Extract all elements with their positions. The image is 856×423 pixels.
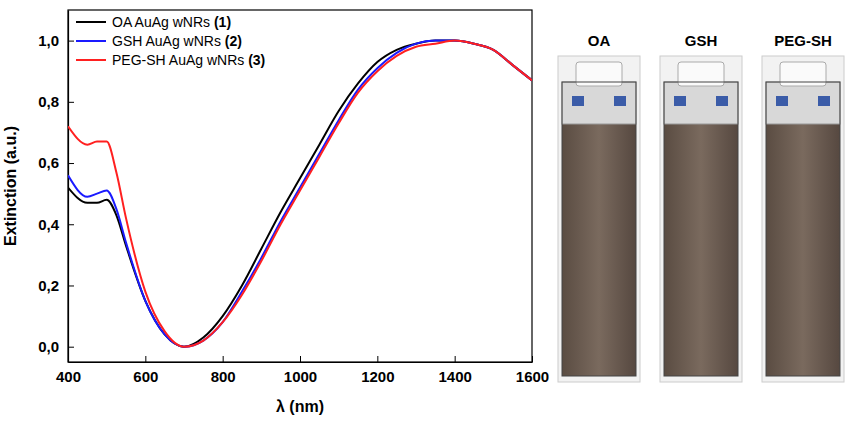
y-tick-mark [68, 41, 74, 42]
x-tick: 800 [211, 356, 236, 385]
y-tick-label: 0,2 [38, 277, 59, 294]
cuvette-outline [766, 82, 840, 376]
series-line [68, 41, 532, 347]
legend-swatch [76, 40, 106, 42]
legend-swatch [76, 21, 106, 23]
series-line [68, 41, 532, 347]
cuvette-outline [664, 82, 738, 376]
y-tick-mark [68, 224, 74, 225]
x-tick-label: 800 [211, 368, 236, 385]
x-tick-label: 600 [133, 368, 158, 385]
y-tick: 0,2 [38, 277, 74, 294]
legend: OA AuAg wNRs (1) GSH AuAg wNRs (2) PEG-SH … [76, 14, 265, 68]
y-tick-label: 0,0 [38, 338, 59, 355]
x-tick-mark [532, 356, 533, 362]
legend-label: PEG-SH AuAg wNRs (3) [112, 52, 265, 68]
x-tick-label: 1200 [361, 368, 394, 385]
cuvette-photo [660, 56, 742, 382]
figure: 400 600 800 1000 1200 1400 1600 0,0 0,2 0,4 0,6 0,8… [0, 0, 856, 423]
cuvette-mark [716, 96, 728, 106]
cuvette-liquid [766, 122, 840, 376]
y-tick: 0,4 [38, 216, 74, 233]
cuvette-mark [674, 96, 686, 106]
cuvette-mark [572, 96, 584, 106]
x-tick-label: 1600 [516, 368, 549, 385]
cuvette-neck [664, 82, 738, 124]
y-axis-line [68, 11, 69, 363]
x-axis-title: λ (nm) [276, 398, 324, 415]
y-tick-mark [68, 347, 74, 348]
y-tick: 0,6 [38, 154, 74, 171]
photo-background [762, 56, 844, 382]
cuvette-neck [562, 82, 636, 124]
cuvette-mark [614, 96, 626, 106]
photo-background [558, 56, 640, 382]
series-line [68, 41, 532, 347]
x-tick-label: 400 [56, 368, 81, 385]
x-tick-mark [300, 356, 301, 362]
lines [68, 41, 532, 347]
y-tick-label: 0,6 [38, 154, 59, 171]
legend-label: GSH AuAg wNRs (2) [112, 33, 242, 49]
y-tick-label: 0,8 [38, 93, 59, 110]
y-axis: 0,0 0,2 0,4 0,6 0,8 1,0 [38, 11, 74, 363]
x-tick-mark [145, 356, 146, 362]
legend-item: GSH AuAg wNRs (2) [76, 33, 242, 49]
x-tick: 1400 [438, 356, 471, 385]
x-tick-label: 1000 [284, 368, 317, 385]
cuvette-liquid [562, 122, 636, 376]
x-axis: 400 600 800 1000 1200 1400 1600 [56, 356, 549, 385]
x-tick-mark [223, 356, 224, 362]
x-tick: 1200 [361, 356, 394, 385]
y-tick-mark [68, 285, 74, 286]
cuvette-neck [766, 82, 840, 124]
y-tick-label: 1,0 [38, 32, 59, 49]
x-axis-line [69, 362, 533, 363]
y-tick-label: 0,4 [38, 216, 60, 233]
legend-label: OA AuAg wNRs (1) [112, 14, 231, 30]
cuvette-liquid [664, 122, 738, 376]
legend-item: PEG-SH AuAg wNRs (3) [76, 52, 265, 68]
legend-swatch [76, 59, 106, 61]
x-tick-mark [455, 356, 456, 362]
y-tick: 1,0 [38, 32, 74, 49]
y-tick-mark [68, 163, 74, 164]
x-tick-label: 1400 [438, 368, 471, 385]
x-tick-mark [377, 356, 378, 362]
photo-label: GSH [685, 32, 718, 49]
cuvette-photo [558, 56, 640, 382]
cuvette-outline [562, 82, 636, 376]
x-tick: 600 [133, 356, 158, 385]
cuvette-mark [776, 96, 788, 106]
legend-item: OA AuAg wNRs (1) [76, 14, 231, 30]
photo-label: OA [588, 32, 611, 49]
x-tick: 1000 [284, 356, 317, 385]
y-axis-title: Extinction (a.u.) [2, 126, 19, 246]
photo-label: PEG-SH [774, 32, 832, 49]
cuvette-mark [818, 96, 830, 106]
photo-background [660, 56, 742, 382]
y-tick: 0,0 [38, 338, 74, 355]
y-tick: 0,8 [38, 93, 74, 110]
plot-frame [68, 10, 532, 362]
x-tick: 1600 [516, 356, 549, 385]
cuvette-photo [762, 56, 844, 382]
y-tick-mark [68, 102, 74, 103]
